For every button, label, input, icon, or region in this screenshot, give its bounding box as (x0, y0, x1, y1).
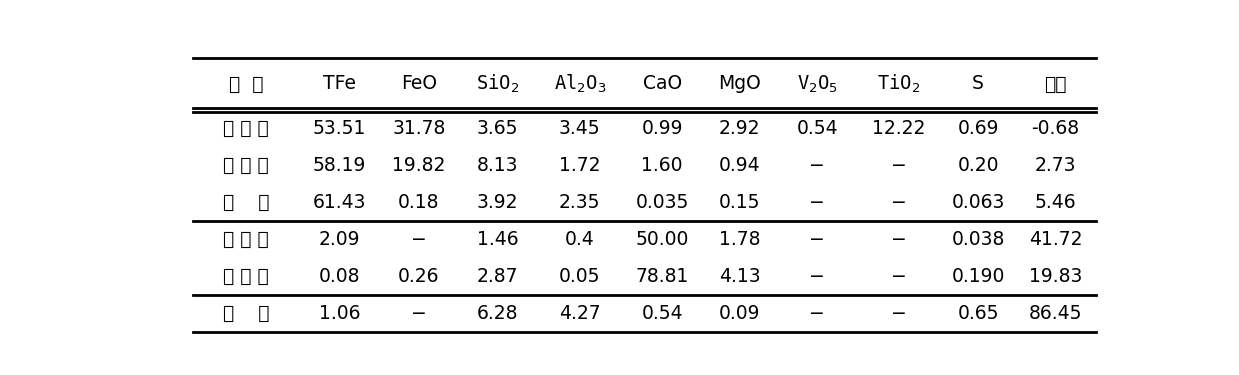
Text: 1.78: 1.78 (719, 230, 761, 249)
Text: 12.22: 12.22 (872, 119, 926, 138)
Text: 0.20: 0.20 (958, 156, 999, 175)
Text: 3.45: 3.45 (559, 119, 601, 138)
Text: CaO: CaO (643, 75, 681, 93)
Text: 石 灰 石: 石 灰 石 (223, 230, 269, 249)
Text: 41.72: 41.72 (1028, 230, 1083, 249)
Text: 58.19: 58.19 (312, 156, 367, 175)
Text: 8.13: 8.13 (477, 156, 518, 175)
Text: 0.05: 0.05 (559, 267, 601, 286)
Text: 焦    粉: 焦 粉 (223, 304, 270, 323)
Text: Al$_2$O$_3$: Al$_2$O$_3$ (554, 73, 606, 95)
Text: 78.81: 78.81 (636, 267, 689, 286)
Text: 86.45: 86.45 (1028, 304, 1083, 323)
Text: 0.09: 0.09 (719, 304, 761, 323)
Text: 1.60: 1.60 (642, 156, 683, 175)
Text: 国 内 精: 国 内 精 (223, 156, 269, 175)
Text: 4.13: 4.13 (719, 267, 761, 286)
Text: -0.68: -0.68 (1032, 119, 1079, 138)
Text: 50.00: 50.00 (636, 230, 689, 249)
Text: 2.92: 2.92 (719, 119, 761, 138)
Text: TiO$_2$: TiO$_2$ (877, 73, 921, 95)
Text: 1.46: 1.46 (477, 230, 518, 249)
Text: −: − (809, 156, 825, 175)
Text: 0.038: 0.038 (952, 230, 1005, 249)
Text: 0.035: 0.035 (636, 193, 689, 212)
Text: 0.99: 0.99 (642, 119, 683, 138)
Text: TFe: TFe (323, 75, 356, 93)
Text: −: − (411, 230, 426, 249)
Text: −: − (891, 304, 907, 323)
Text: 0.65: 0.65 (958, 304, 999, 323)
Text: 53.51: 53.51 (312, 119, 367, 138)
Text: −: − (891, 156, 907, 175)
Text: 2.73: 2.73 (1035, 156, 1077, 175)
Text: 0.26: 0.26 (398, 267, 440, 286)
Text: 5.46: 5.46 (1035, 193, 1077, 212)
Text: 0.063: 0.063 (952, 193, 1005, 212)
Text: 3.92: 3.92 (477, 193, 518, 212)
Text: 0.69: 0.69 (958, 119, 999, 138)
Text: 澳    矿: 澳 矿 (223, 193, 270, 212)
Text: 烧损: 烧损 (1044, 75, 1067, 93)
Text: 0.4: 0.4 (565, 230, 595, 249)
Text: −: − (809, 193, 825, 212)
Text: 0.54: 0.54 (797, 119, 838, 138)
Text: 1.06: 1.06 (318, 304, 361, 323)
Text: 生 石 灰: 生 石 灰 (223, 267, 269, 286)
Text: −: − (891, 267, 907, 286)
Text: 2.87: 2.87 (477, 267, 518, 286)
Text: 3.65: 3.65 (477, 119, 518, 138)
Text: 31.78: 31.78 (393, 119, 446, 138)
Text: −: − (411, 304, 426, 323)
Text: −: − (891, 230, 907, 249)
Text: 1.72: 1.72 (559, 156, 601, 175)
Text: 0.15: 0.15 (719, 193, 761, 212)
Text: MgO: MgO (719, 75, 761, 93)
Text: 6.28: 6.28 (477, 304, 518, 323)
Text: 19.83: 19.83 (1028, 267, 1083, 286)
Text: V$_2$O$_5$: V$_2$O$_5$ (797, 74, 838, 94)
Text: 原  料: 原 料 (229, 75, 264, 93)
Text: 4.27: 4.27 (559, 304, 601, 323)
Text: SiO$_2$: SiO$_2$ (476, 73, 519, 95)
Text: S: S (973, 75, 984, 93)
Text: −: − (809, 267, 825, 286)
Text: 0.08: 0.08 (318, 267, 361, 286)
Text: −: − (891, 193, 907, 212)
Text: −: − (809, 304, 825, 323)
Text: 0.94: 0.94 (719, 156, 761, 175)
Text: 2.09: 2.09 (318, 230, 361, 249)
Text: 61.43: 61.43 (312, 193, 367, 212)
Text: FeO: FeO (401, 75, 437, 93)
Text: −: − (809, 230, 825, 249)
Text: 钒 钛 矿: 钒 钛 矿 (223, 119, 269, 138)
Text: 0.18: 0.18 (398, 193, 440, 212)
Text: 0.190: 0.190 (952, 267, 1005, 286)
Text: 19.82: 19.82 (393, 156, 446, 175)
Text: 0.54: 0.54 (642, 304, 683, 323)
Text: 2.35: 2.35 (559, 193, 601, 212)
